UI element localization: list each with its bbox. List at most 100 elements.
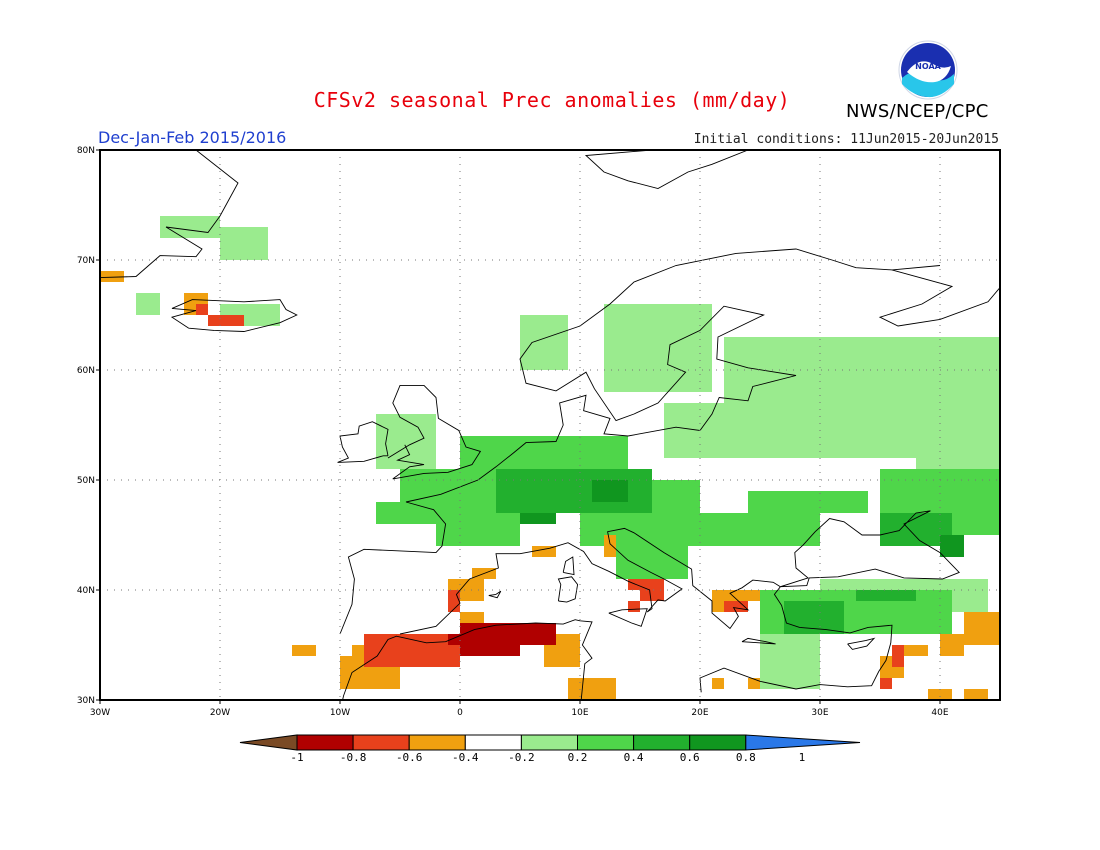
anomaly-cell <box>916 392 1000 480</box>
coastline-segment <box>170 299 298 332</box>
initial-conditions-label: Initial conditions: 11Jun2015-20Jun2015 <box>693 132 999 147</box>
anomaly-region-alps-very-wet <box>520 480 964 557</box>
anomaly-cell <box>460 623 556 634</box>
noaa-logo-icon: NOAA <box>898 40 958 100</box>
coastline-segment <box>847 637 876 650</box>
anomaly-cell <box>928 689 952 700</box>
colorbar-swatches <box>239 734 861 751</box>
colorbar-tick-label: -0.4 <box>452 751 479 764</box>
anomaly-region-italy-south-dry <box>628 579 664 612</box>
colorbar-swatch <box>408 734 466 751</box>
forecast-period: Dec-Jan-Feb 2015/2016 <box>98 128 287 147</box>
colorbar-arrow-high <box>745 734 861 751</box>
lon-tick-label: 0 <box>457 708 463 718</box>
logo-text: NOAA <box>915 62 941 71</box>
anomaly-cell <box>892 645 904 667</box>
anomaly-cell <box>964 612 1000 645</box>
map-frame <box>99 149 1001 701</box>
anomaly-cell <box>940 535 964 557</box>
anomaly-cell <box>628 579 664 590</box>
anomaly-region-levant-strong <box>880 645 904 689</box>
coastline-segment <box>100 226 203 279</box>
colorbar-swatch <box>296 734 354 751</box>
lat-tick-label: 50N <box>77 476 95 486</box>
anomaly-cell <box>136 293 160 315</box>
anomaly-cell <box>712 678 724 689</box>
anomaly-cell <box>448 634 556 645</box>
colorbar-tick-label: 0.4 <box>623 751 644 764</box>
anomaly-cell <box>748 491 868 513</box>
anomaly-cell <box>580 513 700 546</box>
coastlines <box>100 150 1000 700</box>
colorbar-swatch <box>520 734 579 751</box>
anomaly-cell <box>520 315 568 370</box>
lon-tick-label: 30W <box>90 708 110 718</box>
anomaly-cell <box>964 689 988 700</box>
anomaly-cell <box>100 271 124 282</box>
colorbar-swatch <box>464 734 522 751</box>
lon-tick-label: 30E <box>811 708 828 718</box>
anomaly-cell <box>592 480 628 502</box>
anomaly-cell <box>460 645 496 656</box>
coastline-segment <box>339 248 1000 635</box>
anomaly-cell <box>604 535 616 557</box>
anomaly-cell <box>640 590 664 601</box>
anomaly-cell <box>496 645 520 656</box>
anomaly-cell <box>220 227 268 260</box>
lon-tick-label: 40E <box>931 708 948 718</box>
coastline-segment <box>557 576 579 603</box>
colorbar-swatch <box>689 734 747 751</box>
anomaly-cell <box>376 502 520 524</box>
lat-tick-label: 30N <box>77 696 95 706</box>
anomaly-cell <box>520 513 556 524</box>
anomaly-cell <box>460 612 484 623</box>
lon-tick-label: 20E <box>691 708 708 718</box>
map-axis-ticks: 30W 20W 10W 0 10E 20E 30E 40E 30N 40N 50N 60N 70N 80N <box>77 146 949 718</box>
anomaly-cell <box>748 678 760 689</box>
colorbar-tick-label: -1 <box>290 751 304 764</box>
anomaly-cell <box>292 645 316 656</box>
colorbar-tick-label: -0.8 <box>339 751 367 764</box>
anomaly-cell <box>208 315 244 326</box>
coastline-segment <box>337 421 389 463</box>
colorbar-tick-label: 1 <box>798 751 806 764</box>
colorbar-swatch <box>577 734 635 751</box>
anomaly-cell <box>604 304 712 392</box>
colorbar-tick-label: -0.2 <box>508 751 535 764</box>
lon-tick-label: 10E <box>571 708 588 718</box>
anomaly-cell <box>568 678 616 700</box>
anomaly-cell <box>856 590 916 601</box>
anomaly-cell <box>196 304 208 315</box>
coastline-segment <box>584 150 749 189</box>
anomaly-cell <box>724 601 748 612</box>
colorbar-swatch <box>633 734 691 751</box>
map-gridlines <box>100 150 1000 700</box>
chart-title: CFSv2 seasonal Prec anomalies (mm/day) <box>313 88 791 112</box>
colorbar-tick-label: 0.2 <box>567 751 588 764</box>
anomaly-cell <box>628 601 640 612</box>
anomaly-cell <box>880 678 892 689</box>
coastline-segment <box>387 384 482 480</box>
coastline-segment <box>342 619 593 700</box>
anomaly-cell <box>736 590 760 601</box>
anomaly-region-greece-strong <box>724 601 748 612</box>
anomaly-cells <box>100 216 1000 700</box>
anomaly-cell <box>904 645 928 656</box>
coastline-segment <box>399 510 960 693</box>
colorbar-tick-label: -0.6 <box>395 751 423 764</box>
lat-tick-label: 40N <box>77 586 95 596</box>
anomaly-cell <box>532 546 556 557</box>
colorbar-arrow-low <box>239 734 298 751</box>
lat-tick-label: 80N <box>77 146 95 156</box>
agency-label: NWS/NCEP/CPC <box>846 101 989 122</box>
anomaly-cell <box>940 634 964 656</box>
anomaly-region-algeria-very-dry <box>448 623 556 656</box>
colorbar-swatch <box>352 734 410 751</box>
lon-tick-label: 10W <box>330 708 350 718</box>
coastline-segment <box>741 637 776 645</box>
coastline-segment <box>608 608 648 627</box>
lat-tick-label: 70N <box>77 256 95 266</box>
coastline-segment <box>488 590 502 599</box>
